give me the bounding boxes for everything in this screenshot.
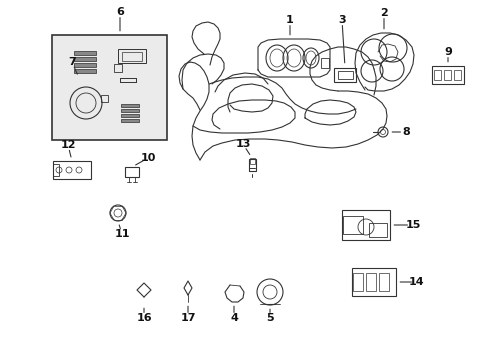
Bar — [53, 164, 59, 176]
Text: 17: 17 — [180, 313, 195, 323]
Bar — [121, 108, 139, 112]
Text: 1: 1 — [285, 15, 293, 25]
Bar — [118, 49, 146, 63]
Text: 15: 15 — [405, 220, 420, 230]
Bar — [101, 95, 107, 102]
Bar — [74, 51, 96, 55]
Text: 5: 5 — [265, 313, 273, 323]
Bar — [365, 273, 375, 291]
Bar — [121, 113, 139, 117]
Bar — [378, 273, 388, 291]
Bar — [121, 104, 139, 107]
Text: 10: 10 — [140, 153, 155, 163]
Bar — [74, 63, 96, 67]
Bar — [121, 118, 139, 122]
Bar — [125, 167, 139, 177]
Bar — [342, 216, 362, 234]
Bar — [114, 64, 122, 72]
Text: 13: 13 — [235, 139, 250, 149]
Bar — [352, 273, 362, 291]
Text: 9: 9 — [443, 47, 451, 57]
Bar — [320, 58, 328, 68]
Text: 8: 8 — [401, 127, 409, 137]
Text: 3: 3 — [338, 15, 345, 25]
Text: 2: 2 — [379, 8, 387, 18]
Text: 16: 16 — [136, 313, 151, 323]
Bar — [452, 70, 460, 80]
Bar — [368, 223, 386, 237]
Bar — [74, 69, 96, 73]
Text: 12: 12 — [60, 140, 76, 150]
Text: 4: 4 — [229, 313, 238, 323]
Bar — [341, 210, 389, 240]
Text: 14: 14 — [408, 277, 424, 287]
Bar — [433, 70, 440, 80]
Bar — [333, 68, 355, 82]
Text: 11: 11 — [114, 229, 129, 239]
Text: 6: 6 — [116, 7, 123, 17]
Bar — [53, 161, 91, 179]
Text: 7: 7 — [68, 57, 76, 67]
Bar — [248, 159, 255, 171]
Bar — [337, 71, 352, 79]
Bar — [74, 57, 96, 61]
Bar — [122, 51, 142, 60]
Bar — [249, 158, 254, 164]
Bar — [431, 66, 463, 84]
Bar — [52, 35, 167, 140]
Bar — [443, 70, 449, 80]
Bar — [351, 268, 395, 296]
